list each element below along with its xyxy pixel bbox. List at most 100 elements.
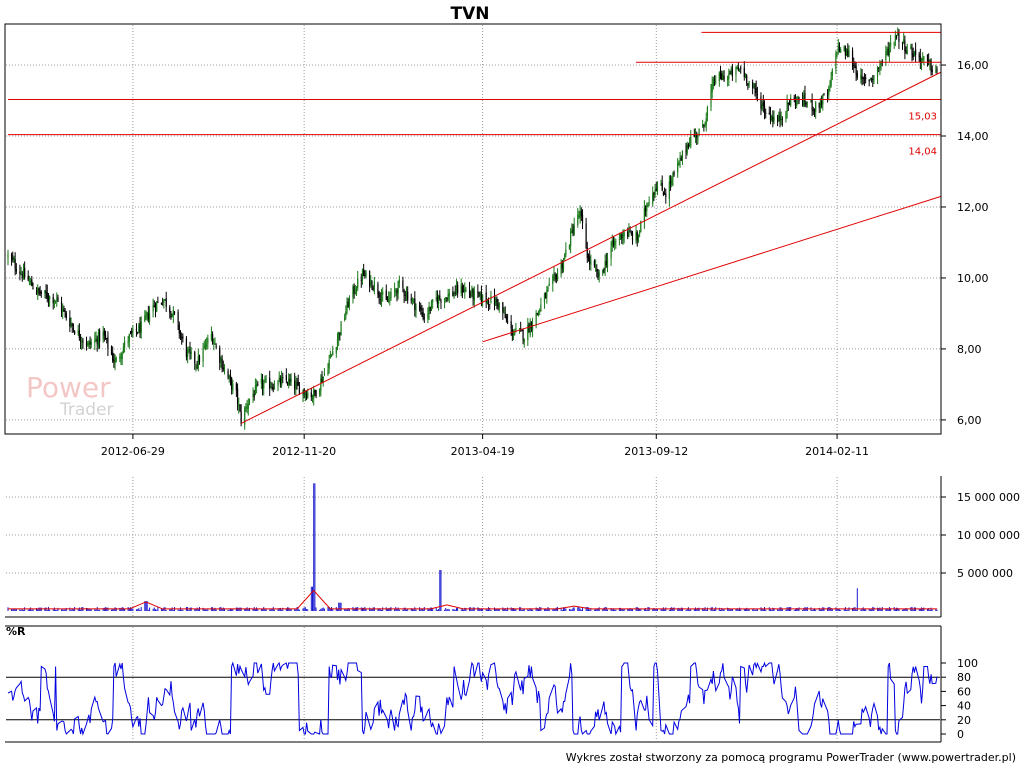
candle-body (618, 239, 621, 241)
candle-body (685, 150, 687, 152)
candle-body (672, 172, 674, 179)
candle-body (887, 49, 889, 55)
candle-body (521, 330, 523, 332)
candle-body (413, 298, 415, 300)
candle-body (164, 299, 166, 301)
candle-body (253, 393, 255, 397)
candle-body (553, 273, 555, 275)
candle-body (245, 406, 247, 409)
candle-body (31, 279, 33, 287)
candle-body (562, 261, 565, 271)
candle-body (756, 94, 758, 96)
candle-body (746, 75, 748, 84)
candle-body (493, 295, 496, 305)
candle-body (422, 312, 424, 319)
candle-body (288, 378, 290, 386)
candle-body (604, 260, 606, 270)
candle-body (922, 58, 924, 61)
candle-body (886, 49, 888, 51)
candle-body (647, 204, 649, 207)
candle-body (171, 313, 173, 318)
candle-body (577, 214, 579, 225)
candle-body (407, 291, 409, 301)
candle-body (869, 79, 871, 81)
candle-body (605, 260, 607, 266)
candle-body (910, 46, 912, 49)
candle-body (593, 261, 596, 267)
candle-body (361, 270, 364, 280)
candle-body (62, 308, 64, 312)
candle-body (595, 267, 597, 269)
candle-body (263, 382, 265, 389)
candle-body (560, 263, 562, 275)
candle-body (712, 78, 714, 86)
candle-body (470, 294, 472, 296)
candle-body (380, 296, 383, 301)
candle-body (189, 349, 191, 353)
candle-body (64, 310, 66, 313)
candle-body (344, 317, 346, 320)
candle-body (464, 288, 466, 292)
candle-body (120, 357, 122, 359)
candle-body (876, 67, 879, 77)
candle-body (547, 287, 549, 291)
candle-body (703, 124, 705, 126)
candle-body (885, 51, 887, 60)
candle-body (586, 247, 588, 259)
candle-body (256, 384, 258, 388)
candle-body (660, 184, 662, 186)
candle-body (271, 387, 273, 389)
level-label: 14,04 (908, 147, 937, 158)
candle-body (173, 311, 176, 314)
candle-body (653, 192, 655, 195)
candle-body (523, 338, 525, 343)
candle-body (228, 375, 230, 379)
candle-body (612, 240, 615, 245)
candle-body (893, 43, 895, 45)
candle-body (53, 301, 55, 303)
candle-body (897, 31, 899, 36)
price-y-tick-label: 16,00 (957, 59, 989, 72)
candle-body (780, 118, 782, 120)
candle-body (779, 115, 781, 121)
candle-body (772, 116, 774, 122)
candle-body (106, 338, 108, 340)
candle-body (848, 51, 850, 57)
candle-body (443, 298, 446, 302)
candle-body (898, 32, 900, 42)
candle-body (235, 383, 237, 391)
candle-body (96, 338, 98, 345)
candle-body (335, 347, 337, 354)
candle-body (838, 46, 841, 52)
candle-body (926, 54, 929, 61)
candle-body (662, 192, 665, 195)
candle-body (823, 93, 825, 95)
candle-body (265, 378, 267, 380)
candle-body (286, 382, 289, 385)
candle-body (504, 313, 506, 319)
candle-body (282, 377, 284, 379)
candle-body (639, 231, 641, 234)
candle-body (737, 66, 739, 71)
candle-body (895, 36, 898, 38)
candle-body (705, 118, 707, 126)
candle-body (530, 321, 532, 329)
candle-body (854, 66, 856, 68)
candle-body (614, 241, 616, 246)
volume-panel: 5 000 000 10 000 000 15 000 000 (5, 476, 1020, 618)
price-x-tick-label: 2012-06-29 (101, 445, 165, 458)
candle-body (913, 51, 915, 56)
candle-body (393, 290, 396, 292)
candle-body (35, 290, 38, 294)
candle-body (863, 77, 866, 79)
candle-body (503, 312, 505, 314)
candle-body (172, 310, 174, 316)
candle-body (630, 232, 632, 235)
candle-body (679, 157, 681, 161)
candle-body (760, 96, 762, 109)
candle-body (38, 287, 40, 292)
candle-body (803, 94, 805, 106)
candle-body (290, 378, 292, 383)
